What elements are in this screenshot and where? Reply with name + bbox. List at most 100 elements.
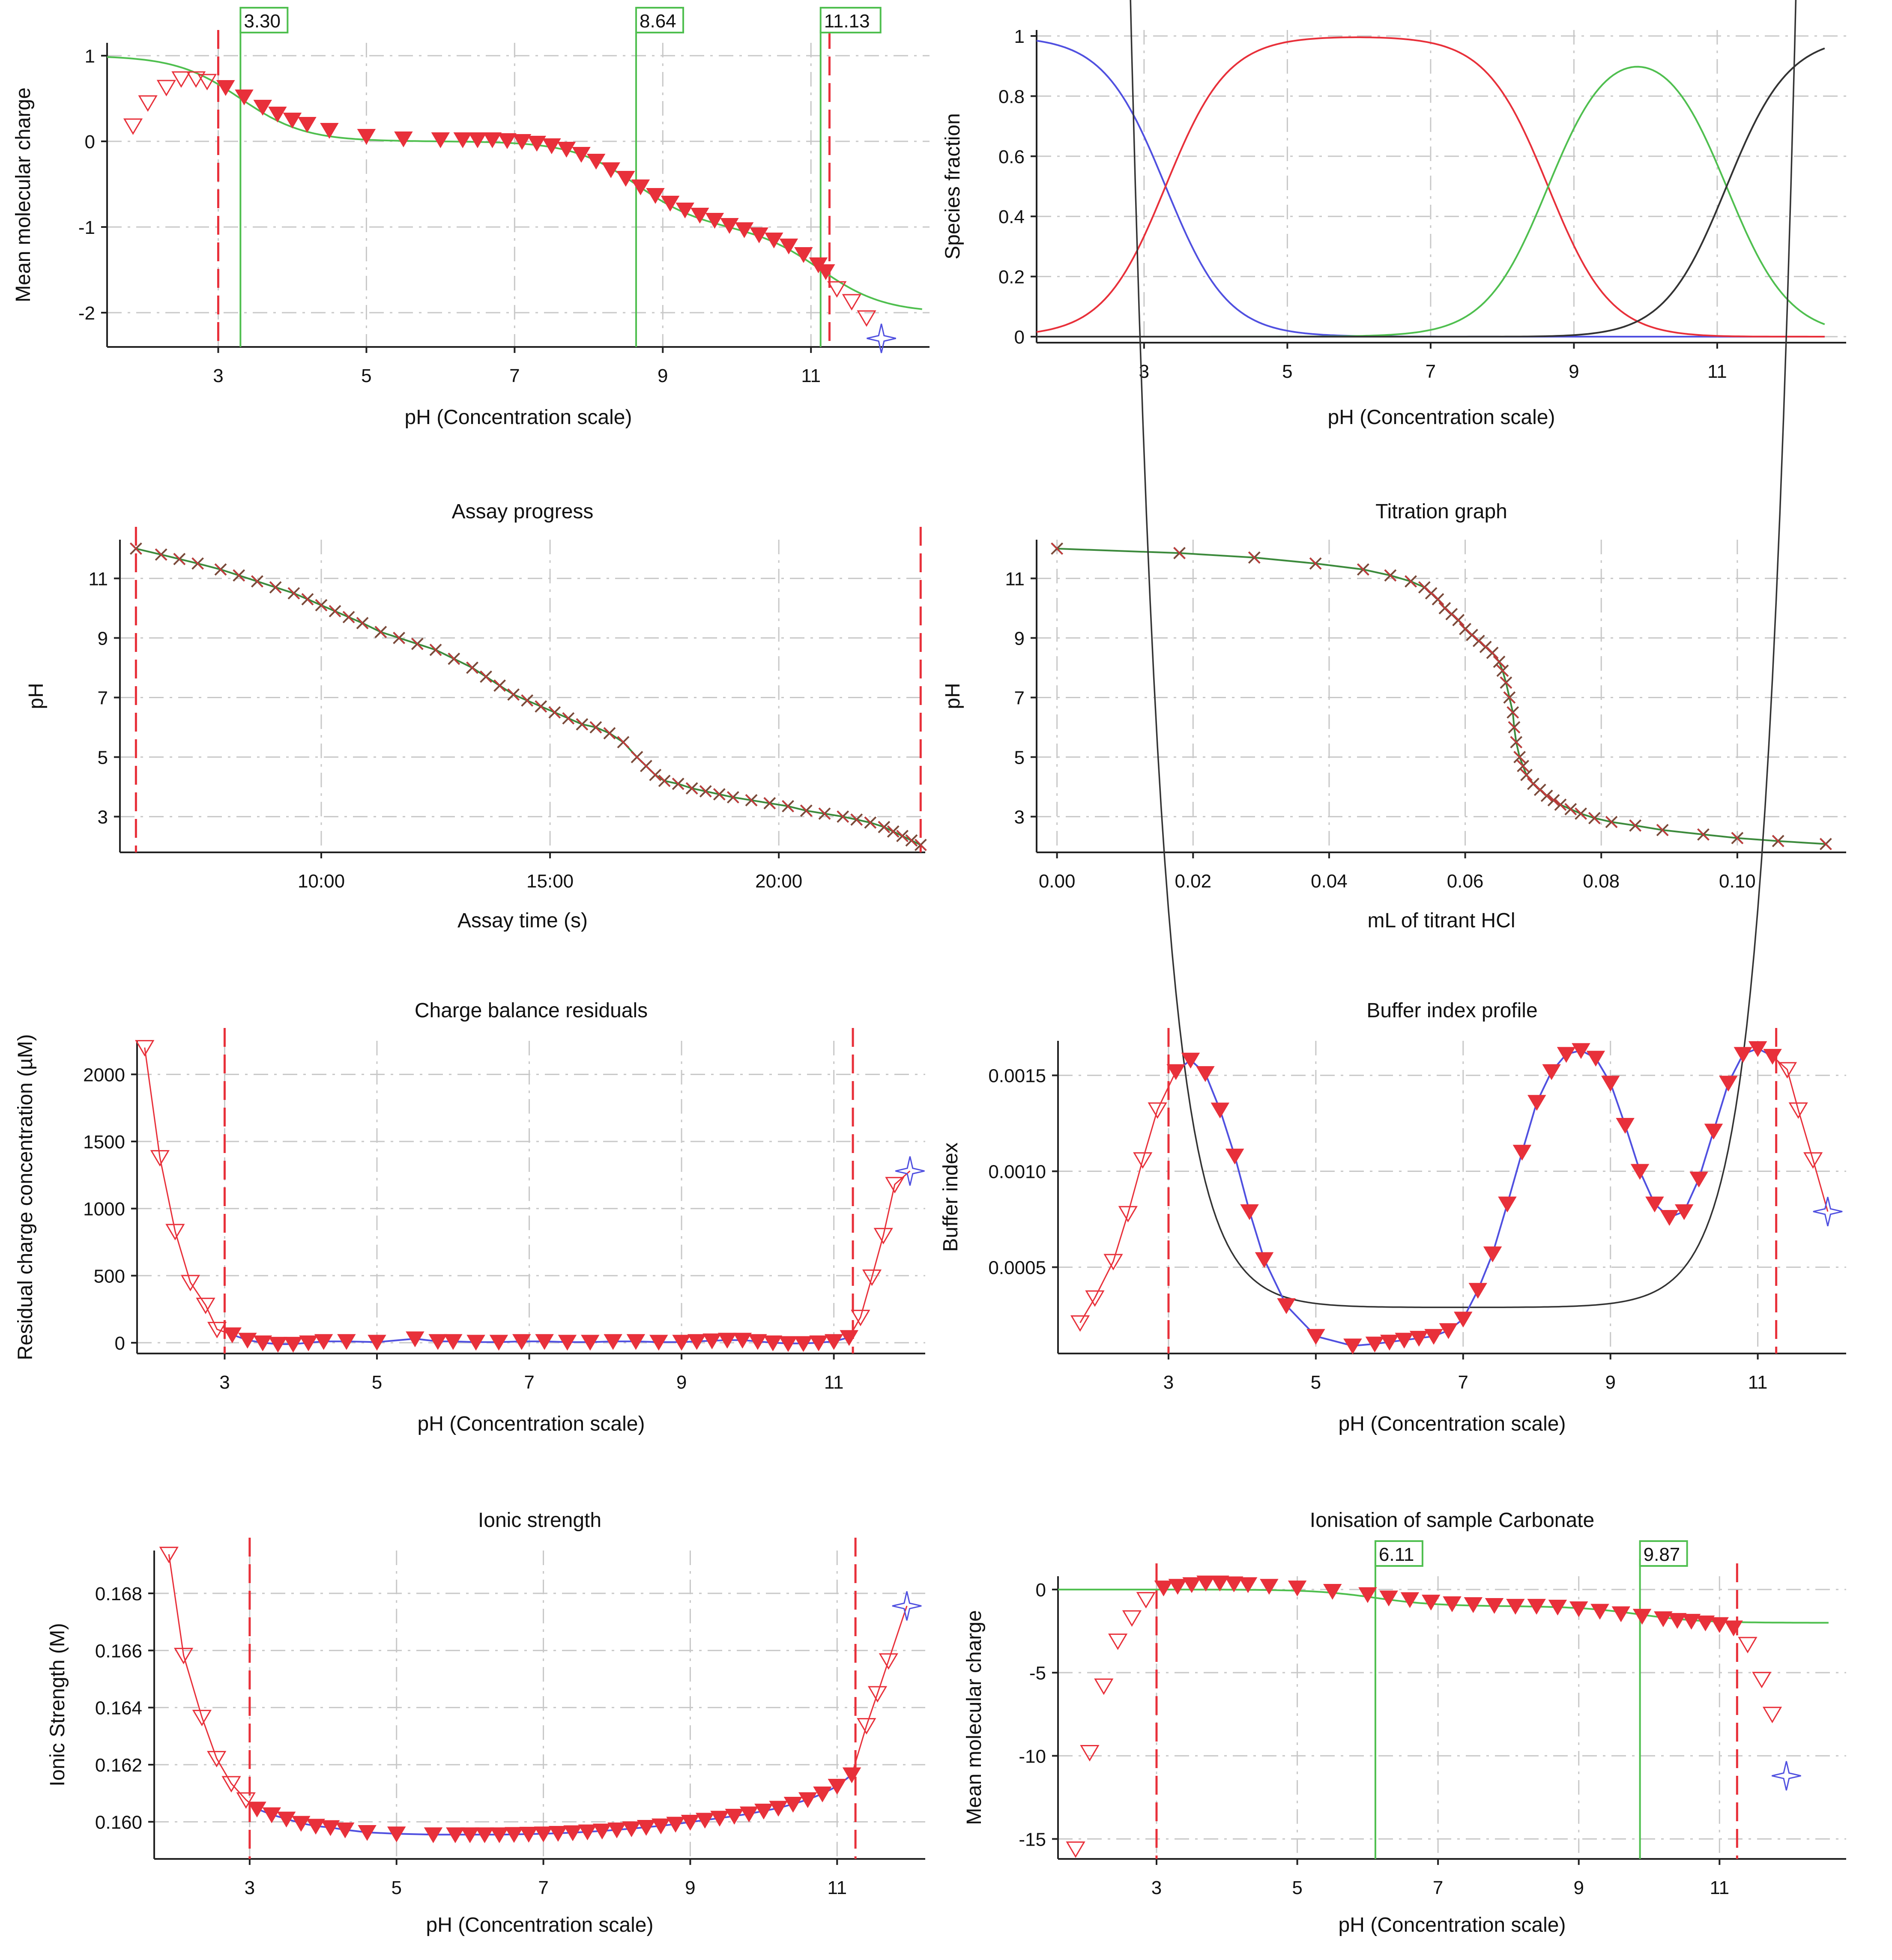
data-point [1400,1592,1420,1608]
data-point [253,1335,272,1351]
data-point [171,71,191,88]
data-point [824,1334,843,1350]
data-point [1103,1254,1123,1270]
data-point [549,1826,568,1842]
data-point [253,100,272,116]
pka-label-box [1374,1540,1423,1567]
data-point [1668,1613,1687,1629]
data-point [542,138,561,154]
data-point [180,1275,200,1291]
data-point [428,1334,447,1350]
data-point-accent [1575,807,1587,820]
data-point-accent [745,794,757,807]
data-point [626,1334,646,1350]
data-point [1611,1606,1631,1622]
x-tick-label: 9 [1569,361,1579,382]
x-axis-label: pH (Concentration scale) [418,1413,645,1435]
x-tick-label: 0.10 [1719,871,1756,892]
x-tick-label: 9 [658,365,668,386]
y-tick-label: -5 [1029,1663,1046,1684]
data-point-accent [878,821,890,833]
data-point-accent [1772,835,1784,847]
y-tick-label: 0.6 [998,146,1025,167]
data-point [489,1335,508,1351]
y-axis-label: Buffer index [939,1142,962,1252]
data-point [1070,1315,1090,1332]
data-point [739,1806,759,1823]
data-point-accent [896,830,909,842]
data-point [156,80,176,96]
data-point [592,1823,612,1840]
y-axis-label: Ionic Strength (M) [46,1623,69,1786]
y-tick-label: 0.0015 [988,1066,1046,1087]
data-point [406,1331,424,1348]
pka-label-box [819,7,882,33]
data-point [1182,1577,1201,1593]
data-point [197,74,217,90]
x-tick-label: 7 [1433,1877,1443,1898]
data-point [1365,1336,1384,1353]
data-point-accent [851,813,863,826]
data-point [607,1823,626,1838]
data-point-accent [535,700,547,713]
data-point [1224,1576,1243,1592]
data-point [1080,1745,1100,1762]
data-point [1572,1043,1590,1059]
start-point-marker [1813,1197,1843,1226]
chart-panel-3: 10:00 15:00 20:00 3 5 7 9 11 Assay progress Assay… [25,500,927,932]
data-point-accent [1248,552,1260,564]
excluded-line-low [168,1554,257,1810]
data-point [572,147,591,163]
data-point [1225,1148,1244,1165]
pka-label-box [239,7,289,33]
data-point [534,1826,553,1843]
x-axis-label: pH (Concentration scale) [1328,406,1555,429]
data-point [306,1819,325,1835]
data-point-accent [1507,706,1519,718]
data-point [196,1297,215,1315]
start-point-marker [1772,1761,1801,1791]
data-point-accent [1517,760,1529,772]
data-point [483,132,502,148]
pka-label: 8.64 [640,11,676,32]
data-point [1704,1123,1723,1140]
data-point [1238,1577,1258,1593]
x-axis-label: mL of titrant HCl [1368,909,1515,932]
x-tick-label: 15:00 [526,871,574,892]
x-tick-label: 11 [801,365,821,386]
data-point [1748,1041,1767,1057]
x-tick-label: 11 [1748,1372,1768,1393]
data-point-accent [288,587,300,599]
data-point [1379,1590,1398,1607]
data-point [1696,1615,1715,1631]
data-point [1122,1610,1142,1627]
y-tick-label: 11 [88,568,108,589]
data-point [1323,1584,1342,1600]
y-tick-label: 0 [115,1333,125,1354]
data-point [1260,1579,1279,1595]
data-point-accent [549,706,561,718]
data-point [857,1718,876,1735]
x-tick-label: 5 [1292,1877,1302,1898]
data-point [1211,1575,1229,1592]
data-point [725,1809,744,1825]
pka-label-box [635,7,684,33]
data-point-accent [155,549,167,561]
data-point [1710,1617,1729,1633]
chart-panel-5: 3 5 7 9 11 0 500 1000 1500 2000 Charge balance res… [14,999,925,1435]
y-tick-label: 0.0005 [988,1257,1046,1278]
x-tick-label: 9 [1605,1372,1615,1393]
y-tick-label: 5 [1014,747,1025,768]
excluded-line-high [1772,1055,1829,1212]
x-tick-label: 9 [676,1372,687,1393]
data-point [165,1224,185,1240]
data-point [1443,1596,1462,1613]
y-tick-label: 1500 [83,1132,125,1153]
data-point [192,1709,212,1727]
excluded-line-low [1079,1071,1177,1324]
data-point [666,1817,685,1833]
data-point [809,1335,828,1351]
data-point [735,222,754,238]
